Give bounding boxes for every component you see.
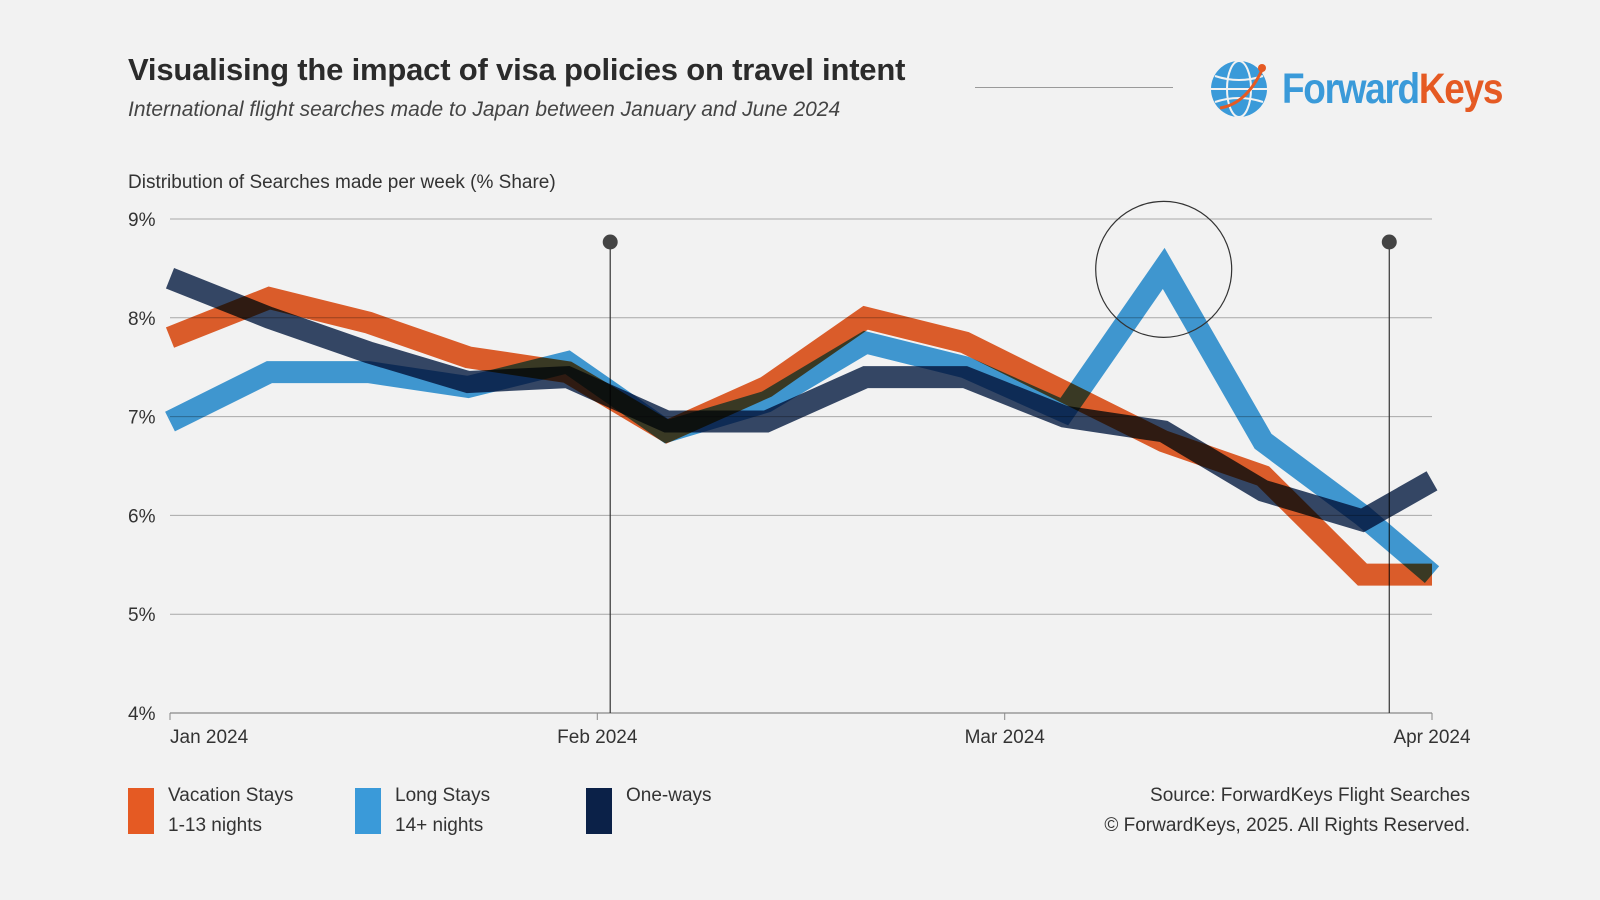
- series-line-one-ways: [165, 268, 1438, 533]
- source-line: Source: ForwardKeys Flight Searches: [1150, 785, 1470, 806]
- page-title: Visualising the impact of visa policies …: [128, 52, 906, 87]
- globe-icon: [1211, 60, 1267, 118]
- y-tick-label: 7%: [128, 408, 156, 429]
- legend-item-long-stays: Long Stays 14+ nights: [355, 785, 490, 841]
- logo-text-forward: Forward: [1282, 64, 1420, 113]
- legend-text-vacation: Vacation Stays 1-13 nights: [168, 781, 293, 841]
- y-tick-label: 6%: [128, 506, 156, 527]
- title-divider: [975, 87, 1173, 88]
- y-tick-label: 8%: [128, 309, 156, 330]
- series-line-long-stays: [165, 247, 1440, 584]
- x-tick-label: Feb 2024: [557, 727, 638, 748]
- event-marker-dot: [1381, 234, 1397, 250]
- y-tick-label: 4%: [128, 704, 156, 725]
- legend-label-long: Long Stays: [395, 785, 491, 806]
- legend-sublabel-vacation: 1-13 nights: [168, 815, 263, 836]
- source-note: Source: ForwardKeys Flight Searches © Fo…: [1104, 781, 1470, 841]
- legend-text-oneways: One-ways: [626, 781, 712, 834]
- forwardkeys-logo: ForwardKeys: [1206, 56, 1538, 122]
- x-tick-label: Mar 2024: [965, 727, 1046, 748]
- logo-wordmark: ForwardKeys: [1282, 64, 1504, 114]
- copyright-line: © ForwardKeys, 2025. All Rights Reserved…: [1104, 815, 1470, 836]
- x-tick-label: Apr 2024: [1393, 727, 1471, 748]
- legend-item-one-ways: One-ways: [586, 785, 712, 834]
- page-subtitle: International flight searches made to Ja…: [128, 98, 841, 121]
- highlight-circle: [1095, 200, 1233, 338]
- legend-label-vacation: Vacation Stays: [168, 785, 294, 806]
- logo-text-keys: Keys: [1418, 64, 1504, 113]
- y-axis-label: Distribution of Searches made per week (…: [128, 172, 556, 193]
- legend-item-vacation-stays: Vacation Stays 1-13 nights: [128, 785, 293, 841]
- event-marker-dot: [602, 234, 618, 250]
- legend-text-long: Long Stays 14+ nights: [395, 781, 490, 841]
- y-tick-label: 5%: [128, 605, 156, 626]
- legend-swatch-long: [355, 788, 381, 834]
- legend-swatch-vacation: [128, 788, 154, 834]
- y-tick-label: 9%: [128, 210, 156, 231]
- legend-label-oneways: One-ways: [626, 785, 712, 806]
- x-tick-label: Jan 2024: [170, 727, 249, 748]
- legend-swatch-oneways: [586, 788, 612, 834]
- legend-sublabel-long: 14+ nights: [395, 815, 484, 836]
